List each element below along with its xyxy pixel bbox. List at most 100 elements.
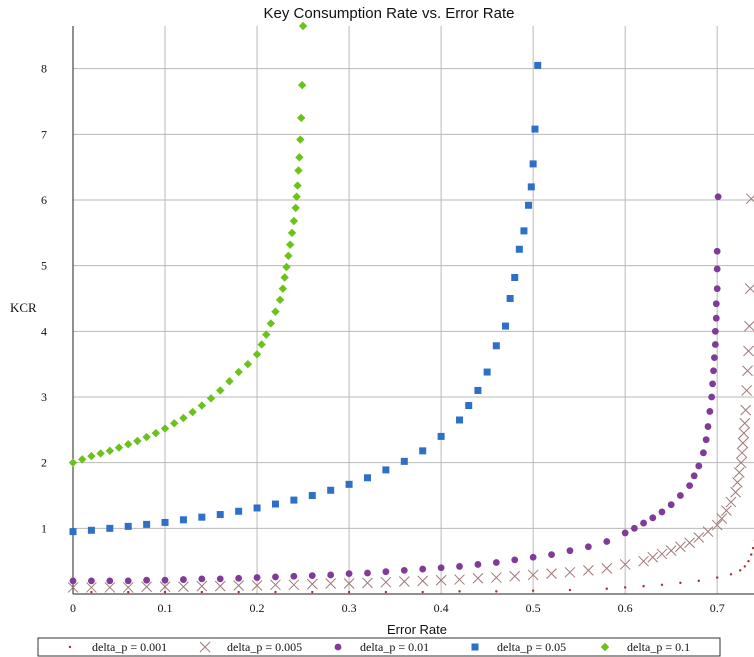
data-point — [520, 227, 528, 235]
data-point — [732, 477, 743, 488]
data-point — [197, 401, 207, 410]
data-point — [730, 486, 741, 498]
data-point — [437, 564, 445, 572]
data-point — [297, 113, 306, 123]
data-point — [271, 307, 280, 316]
data-point — [713, 247, 721, 255]
data-point — [293, 181, 302, 190]
data-point — [675, 541, 686, 553]
data-point — [515, 245, 523, 253]
data-point — [298, 21, 308, 31]
x-tick-label: 0.1 — [158, 601, 173, 615]
y-tick-label: 5 — [41, 259, 47, 273]
data-point — [630, 524, 638, 532]
data-point — [364, 569, 371, 577]
data-point — [160, 424, 170, 433]
data-point — [702, 436, 710, 444]
data-point — [179, 413, 188, 423]
legend-label: delta_p = 0.005 — [227, 640, 302, 654]
data-point — [745, 193, 754, 205]
data-point — [739, 417, 751, 429]
data-point — [741, 385, 752, 396]
data-point — [284, 251, 293, 261]
y-tick-label: 4 — [41, 324, 47, 338]
legend-label: delta_p = 0.1 — [627, 640, 690, 654]
data-point — [640, 519, 647, 527]
data-point — [742, 365, 753, 377]
data-point — [285, 240, 295, 249]
data-point — [679, 581, 682, 585]
data-point — [601, 563, 613, 574]
data-point — [278, 284, 288, 293]
data-point — [419, 447, 427, 455]
data-point — [384, 590, 388, 594]
data-point — [106, 524, 114, 532]
data-point — [170, 419, 179, 428]
data-point — [347, 590, 351, 594]
data-point — [122, 582, 134, 593]
data-point — [531, 589, 535, 592]
data-point — [272, 573, 279, 581]
data-point — [235, 507, 243, 515]
data-point — [708, 393, 716, 401]
data-point — [737, 437, 749, 449]
data-point — [161, 576, 169, 584]
data-point — [735, 457, 747, 469]
data-point — [638, 555, 649, 567]
data-point — [699, 449, 707, 457]
data-point — [274, 590, 277, 594]
y-tick-label: 8 — [41, 62, 47, 76]
legend-box — [37, 637, 721, 657]
data-point — [69, 528, 77, 536]
data-point — [253, 504, 261, 512]
chart-title: Key Consumption Rate vs. Error Rate — [264, 5, 515, 22]
y-tick-label: 1 — [41, 521, 47, 535]
legend-marker — [600, 642, 610, 652]
data-point — [642, 584, 645, 588]
data-point — [605, 587, 608, 590]
data-point — [725, 496, 737, 508]
data-point — [693, 532, 705, 543]
data-point — [716, 513, 728, 524]
data-point — [243, 359, 253, 369]
data-point — [266, 319, 276, 328]
data-point — [621, 529, 629, 537]
data-point — [306, 578, 318, 590]
data-point — [234, 367, 243, 377]
legend-label: delta_p = 0.01 — [360, 640, 429, 654]
x-tick-label: 0.4 — [434, 601, 449, 615]
data-point — [704, 423, 712, 430]
data-point — [697, 579, 700, 583]
data-point — [566, 547, 574, 555]
series-2 — [69, 193, 722, 585]
series-1 — [67, 193, 754, 593]
x-tick-label: 0.2 — [250, 601, 265, 615]
data-point — [88, 577, 95, 585]
data-point — [695, 462, 703, 470]
data-point — [87, 526, 95, 534]
data-point — [114, 443, 124, 452]
data-point — [660, 583, 664, 587]
data-point — [502, 322, 510, 330]
data-point — [706, 408, 714, 415]
data-point — [738, 569, 742, 572]
data-point — [684, 537, 695, 549]
data-point — [658, 508, 666, 516]
data-point — [288, 579, 300, 591]
data-point — [534, 61, 542, 69]
data-point — [294, 166, 303, 175]
data-point — [289, 216, 299, 226]
data-point — [78, 455, 87, 464]
data-point — [437, 432, 445, 440]
data-point — [400, 457, 408, 465]
tick-labels: 0 0.1 0.2 0.3 0.4 0.5 0.6 0.7 1 2 3 4 5 6 7 8 — [41, 62, 725, 615]
data-point — [738, 427, 750, 439]
data-point — [495, 590, 498, 593]
data-point — [713, 265, 721, 273]
data-point — [527, 569, 539, 581]
data-point — [380, 576, 392, 588]
data-point — [311, 590, 314, 594]
data-point — [297, 80, 307, 90]
legend-marker — [68, 645, 72, 649]
data-point — [456, 416, 464, 424]
